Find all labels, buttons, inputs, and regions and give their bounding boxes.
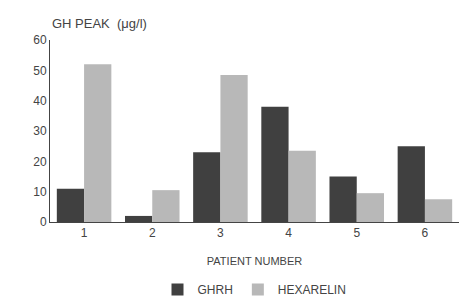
svg-text:10: 10 bbox=[33, 185, 47, 199]
svg-text:GHRH: GHRH bbox=[198, 283, 233, 297]
svg-text:40: 40 bbox=[33, 94, 47, 108]
svg-text:2: 2 bbox=[149, 226, 156, 240]
svg-text:1: 1 bbox=[81, 226, 88, 240]
svg-text:20: 20 bbox=[33, 155, 47, 169]
svg-text:0: 0 bbox=[40, 215, 47, 229]
svg-text:PATIENT NUMBER: PATIENT NUMBER bbox=[207, 255, 302, 267]
svg-text:30: 30 bbox=[33, 124, 47, 138]
svg-text:HEXARELIN: HEXARELIN bbox=[278, 283, 346, 297]
svg-text:50: 50 bbox=[33, 64, 47, 78]
svg-text:5: 5 bbox=[353, 226, 360, 240]
svg-text:GH PEAK (μg/l): GH PEAK (μg/l) bbox=[52, 16, 147, 31]
svg-text:4: 4 bbox=[285, 226, 292, 240]
svg-text:6: 6 bbox=[422, 226, 429, 240]
svg-text:3: 3 bbox=[217, 226, 224, 240]
svg-text:60: 60 bbox=[33, 33, 47, 47]
